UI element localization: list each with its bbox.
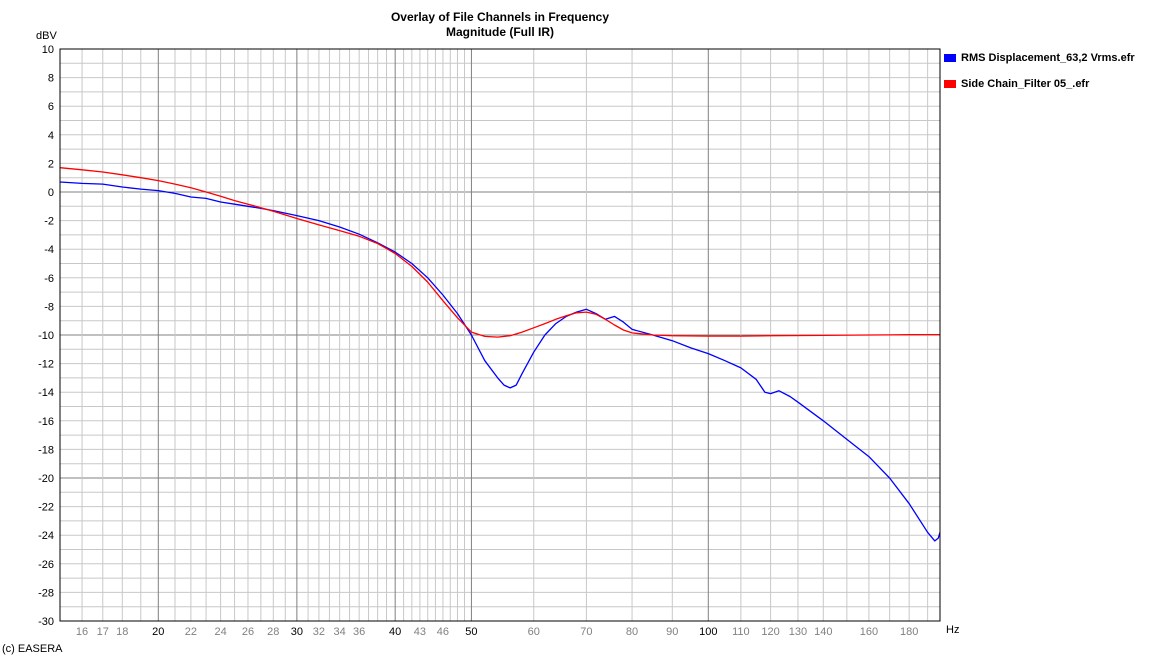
x-tick-label: 160 bbox=[860, 626, 878, 638]
y-tick-label: 0 bbox=[48, 187, 54, 199]
y-tick-label: -14 bbox=[38, 387, 54, 399]
x-tick-label: 24 bbox=[214, 626, 226, 638]
x-tick-label: 16 bbox=[76, 626, 88, 638]
x-tick-label: 80 bbox=[626, 626, 638, 638]
y-tick-label: 8 bbox=[48, 73, 54, 85]
chart-subtitle: Magnitude (Full IR) bbox=[446, 25, 554, 39]
legend-label-rms: RMS Displacement_63,2 Vrms.efr bbox=[961, 52, 1135, 64]
plot-frame bbox=[59, 48, 941, 622]
y-tick-label: -26 bbox=[38, 559, 54, 571]
footer-copyright: (c) EASERA bbox=[2, 643, 63, 655]
y-tick-label: -28 bbox=[38, 587, 54, 599]
x-tick-label: 100 bbox=[699, 626, 717, 638]
x-tick-label: 50 bbox=[465, 626, 477, 638]
x-tick-label: 34 bbox=[334, 626, 346, 638]
x-tick-label: 140 bbox=[814, 626, 832, 638]
y-tick-label: -20 bbox=[38, 473, 54, 485]
x-tick-label: 20 bbox=[152, 626, 164, 638]
x-tick-label: 46 bbox=[437, 626, 449, 638]
x-tick-label: 17 bbox=[97, 626, 109, 638]
series-line-rms-displacement bbox=[59, 181, 941, 542]
y-tick-label: -22 bbox=[38, 502, 54, 514]
series-lines bbox=[59, 167, 941, 542]
y-tick-label: -4 bbox=[44, 244, 54, 256]
legend-label-side-chain: Side Chain_Filter 05_.efr bbox=[961, 78, 1090, 90]
x-tick-label: 110 bbox=[732, 626, 750, 638]
y-tick-label: -8 bbox=[44, 301, 54, 313]
x-tick-label: 90 bbox=[666, 626, 678, 638]
legend-item-side-chain: Side Chain_Filter 05_.efr bbox=[944, 78, 1089, 90]
x-tick-label: 70 bbox=[580, 626, 592, 638]
x-axis-label: Hz bbox=[946, 624, 960, 636]
x-tick-label: 32 bbox=[313, 626, 325, 638]
x-tick-label: 18 bbox=[116, 626, 128, 638]
x-tick-label: 36 bbox=[353, 626, 365, 638]
y-tick-label: 6 bbox=[48, 101, 54, 113]
y-tick-label: -2 bbox=[44, 216, 54, 228]
x-tick-label: 28 bbox=[267, 626, 279, 638]
chart-title: Overlay of File Channels in Frequency bbox=[390, 10, 610, 24]
y-tick-label: -16 bbox=[38, 416, 54, 428]
legend-item-rms-displacement: RMS Displacement_63,2 Vrms.efr bbox=[944, 52, 1135, 64]
x-tick-label: 26 bbox=[242, 626, 254, 638]
y-tick-label: 10 bbox=[42, 44, 54, 56]
y-tick-label: -6 bbox=[44, 273, 54, 285]
legend-swatch-rms bbox=[944, 54, 956, 62]
y-tick-label: -10 bbox=[38, 330, 54, 342]
x-tick-label: 180 bbox=[900, 626, 918, 638]
y-tick-label: -30 bbox=[38, 616, 54, 628]
x-tick-label: 60 bbox=[528, 626, 540, 638]
y-tick-label: -24 bbox=[38, 530, 54, 542]
y-tick-label: -18 bbox=[38, 444, 54, 456]
x-axis-ticks: 16 17 18 20 22 24 26 28 30 32 34 36 40 43 46 50 60 70 80 90… bbox=[76, 626, 918, 638]
series-line-side-chain bbox=[59, 167, 941, 338]
y-tick-label: -12 bbox=[38, 359, 54, 371]
x-tick-label: 30 bbox=[291, 626, 303, 638]
x-tick-label: 40 bbox=[389, 626, 401, 638]
y-tick-label: 4 bbox=[48, 130, 54, 142]
x-tick-label: 120 bbox=[761, 626, 779, 638]
x-tick-label: 22 bbox=[185, 626, 197, 638]
y-axis-ticks: 10 8 6 4 2 0 -2 -4 -6 -8 -10 -12 -14 -16 -18 -20 -22 -24 -… bbox=[38, 44, 54, 628]
x-tick-label: 130 bbox=[789, 626, 807, 638]
x-tick-label: 43 bbox=[414, 626, 426, 638]
y-tick-label: 2 bbox=[48, 158, 54, 170]
legend-swatch-side-chain bbox=[944, 80, 956, 88]
y-axis-label: dBV bbox=[36, 30, 57, 42]
